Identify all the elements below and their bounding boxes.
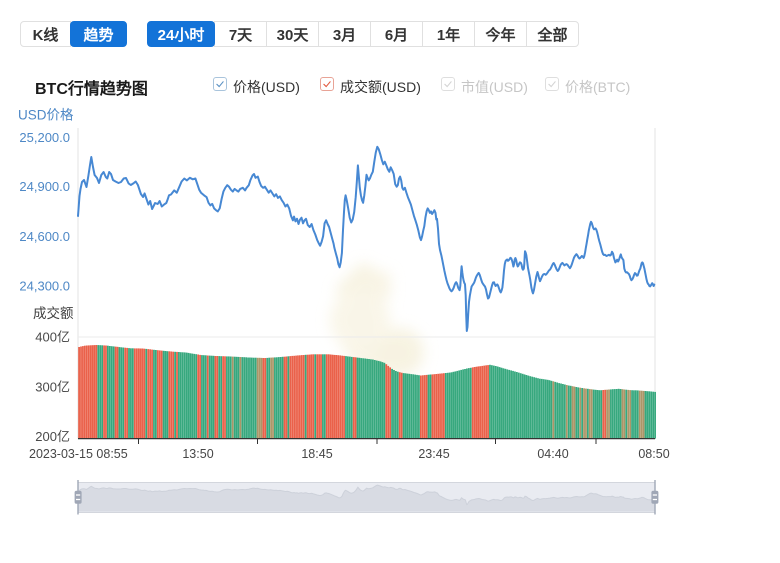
svg-text:400亿: 400亿 bbox=[35, 330, 70, 345]
svg-text:25,200.0: 25,200.0 bbox=[19, 130, 70, 145]
svg-text:04:40: 04:40 bbox=[537, 447, 568, 461]
svg-text:18:45: 18:45 bbox=[301, 447, 332, 461]
svg-text:23:45: 23:45 bbox=[418, 447, 449, 461]
svg-text:300亿: 300亿 bbox=[35, 379, 70, 394]
svg-text:24,600.0: 24,600.0 bbox=[19, 229, 70, 244]
svg-text:08:50: 08:50 bbox=[638, 447, 669, 461]
svg-text:成交额: 成交额 bbox=[33, 305, 74, 321]
svg-text:13:50: 13:50 bbox=[182, 447, 213, 461]
svg-text:USD价格: USD价格 bbox=[18, 108, 74, 123]
svg-text:24,900.0: 24,900.0 bbox=[19, 179, 70, 194]
svg-text:200亿: 200亿 bbox=[35, 429, 70, 444]
svg-text:24,300.0: 24,300.0 bbox=[19, 279, 70, 294]
svg-text:2023-03-15 08:55: 2023-03-15 08:55 bbox=[29, 447, 128, 461]
